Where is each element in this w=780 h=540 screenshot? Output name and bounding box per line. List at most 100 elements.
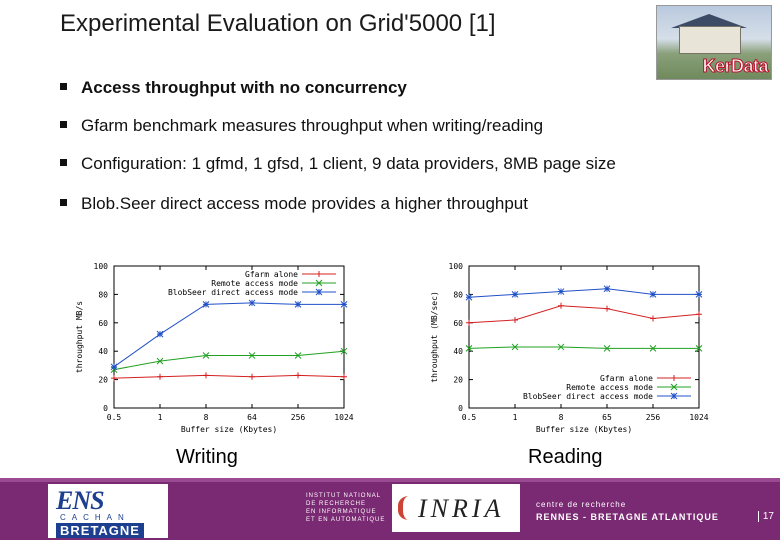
legend-marker-remote — [670, 383, 678, 391]
writing-caption: Writing — [176, 446, 238, 468]
y-tick-label: 40 — [98, 347, 108, 356]
logo-roof — [671, 14, 747, 28]
legend-marker-gfarm — [671, 375, 677, 381]
institute-line: INSTITUT NATIONAL — [306, 493, 382, 499]
data-point-direct — [695, 291, 703, 298]
y-tick-label: 0 — [103, 404, 108, 413]
x-tick-label: 1024 — [689, 413, 708, 422]
data-point-remote — [511, 343, 519, 351]
bullet-marker-icon — [60, 159, 67, 167]
bullet-marker-icon — [60, 83, 67, 91]
data-point-direct — [511, 291, 519, 298]
data-point-gfarm — [650, 315, 656, 322]
y-tick-label: 80 — [98, 290, 108, 299]
bullet-text: Access throughput with no concurrency — [81, 78, 407, 97]
data-point-direct — [557, 288, 565, 295]
data-point-gfarm — [111, 375, 117, 382]
bullet-item: Gfarm benchmark measures throughput when… — [60, 116, 543, 136]
inria-logo-text: INRIA — [418, 494, 505, 523]
data-point-remote — [340, 347, 348, 355]
ens-logo: ENS CACHAN BRETAGNE — [48, 484, 168, 538]
x-tick-label: 64 — [247, 413, 257, 422]
writing-chart: 0 20 40 60 80 100 0.5 1 8 64 256 1024 Buffer size (K… — [70, 258, 360, 448]
data-point-direct — [465, 293, 473, 301]
series-line-direct — [113, 302, 344, 368]
slide-title: Experimental Evaluation on Grid'5000 [1] — [60, 10, 496, 37]
data-point-direct — [340, 300, 348, 308]
legend-label: BlobSeer direct access mode — [523, 392, 653, 401]
series-line-gfarm — [468, 305, 700, 324]
x-tick-label: 8 — [559, 413, 564, 422]
data-point-gfarm — [249, 373, 255, 380]
series-line-remote — [468, 346, 699, 349]
y-axis-label: throughput MB/s — [75, 301, 84, 373]
series-line-gfarm — [113, 374, 345, 379]
bullet-text: Gfarm benchmark measures throughput when… — [81, 116, 544, 135]
y-tick-label: 80 — [453, 290, 463, 299]
data-point-gfarm — [466, 319, 472, 326]
y-tick-label: 100 — [94, 262, 109, 271]
y-tick-label: 20 — [98, 376, 108, 385]
data-point-gfarm — [341, 373, 347, 380]
data-point-direct — [294, 300, 302, 308]
y-axis-label: throughput (MB/sec) — [430, 291, 439, 383]
plot-frame — [468, 265, 700, 409]
ens-logo-bottom: BRETAGNE — [56, 523, 144, 538]
data-point-gfarm — [157, 373, 163, 380]
bullet-item: Access throughput with no concurrency — [60, 78, 407, 98]
bullet-item: Blob.Seer direct access mode provides a … — [60, 194, 528, 214]
centre-label: centre de recherche — [536, 500, 627, 509]
reading-caption: Reading — [528, 446, 603, 468]
data-point-remote — [603, 345, 611, 352]
data-point-remote — [557, 343, 565, 351]
y-tick-label: 100 — [449, 262, 464, 271]
data-point-remote — [248, 352, 256, 359]
institute-text: INSTITUT NATIONAL DE RECHERCHE EN INFORM… — [306, 492, 385, 524]
reading-chart: 0 20 40 60 80 100 0.5 1 8 65 256 1024 Buffer size (K… — [425, 258, 715, 448]
writing-chart-svg: 0 20 40 60 80 100 0.5 1 8 64 256 1024 Buffer size (K… — [75, 262, 354, 434]
data-point-remote — [156, 357, 164, 365]
data-point-remote — [202, 352, 210, 359]
data-point-gfarm — [203, 372, 209, 379]
data-point-gfarm — [696, 311, 702, 318]
legend-label: Gfarm alone — [600, 374, 653, 383]
x-tick-label: 1 — [158, 413, 163, 422]
y-tick-label: 60 — [98, 319, 108, 328]
institute-line: DE RECHERCHE — [306, 501, 367, 507]
series-line-remote — [113, 350, 345, 371]
bullet-text: Blob.Seer direct access mode provides a … — [81, 194, 528, 213]
reading-chart-svg: 0 20 40 60 80 100 0.5 1 8 65 256 1024 Buffer size (K… — [430, 262, 709, 434]
x-tick-label: 256 — [291, 413, 306, 422]
legend-label: Gfarm alone — [245, 270, 298, 279]
data-point-direct — [603, 285, 611, 293]
data-point-direct — [156, 330, 164, 338]
x-tick-label: 65 — [602, 413, 612, 422]
legend-label: Remote access mode — [566, 383, 653, 392]
ens-logo-main: ENS — [56, 486, 105, 515]
y-tick-label: 20 — [453, 376, 463, 385]
data-point-gfarm — [295, 372, 301, 379]
data-point-remote — [294, 352, 302, 359]
x-tick-label: 1 — [513, 413, 518, 422]
data-point-remote — [695, 345, 703, 352]
footer-bar — [0, 478, 780, 482]
inria-swoosh-icon — [398, 496, 425, 520]
legend-marker-remote — [315, 279, 323, 287]
x-axis-label: Buffer size (Kbytes) — [536, 425, 632, 434]
footer: ENS CACHAN BRETAGNE INSTITUT NATIONAL DE… — [0, 478, 780, 540]
data-point-direct — [202, 300, 210, 308]
data-point-gfarm — [558, 302, 564, 309]
x-tick-label: 256 — [646, 413, 661, 422]
x-tick-label: 1024 — [334, 413, 353, 422]
institute-line: EN INFORMATIQUE — [306, 509, 377, 515]
legend-label: Remote access mode — [211, 279, 298, 288]
centre-name: RENNES - BRETAGNE ATLANTIQUE — [536, 512, 719, 522]
series-line-direct — [468, 288, 699, 298]
data-point-remote — [465, 345, 473, 352]
data-point-direct — [248, 299, 256, 307]
x-tick-label: 8 — [204, 413, 209, 422]
legend-marker-direct — [315, 288, 323, 296]
data-point-direct — [110, 363, 118, 371]
bullet-marker-icon — [60, 121, 67, 129]
y-tick-label: 60 — [453, 319, 463, 328]
